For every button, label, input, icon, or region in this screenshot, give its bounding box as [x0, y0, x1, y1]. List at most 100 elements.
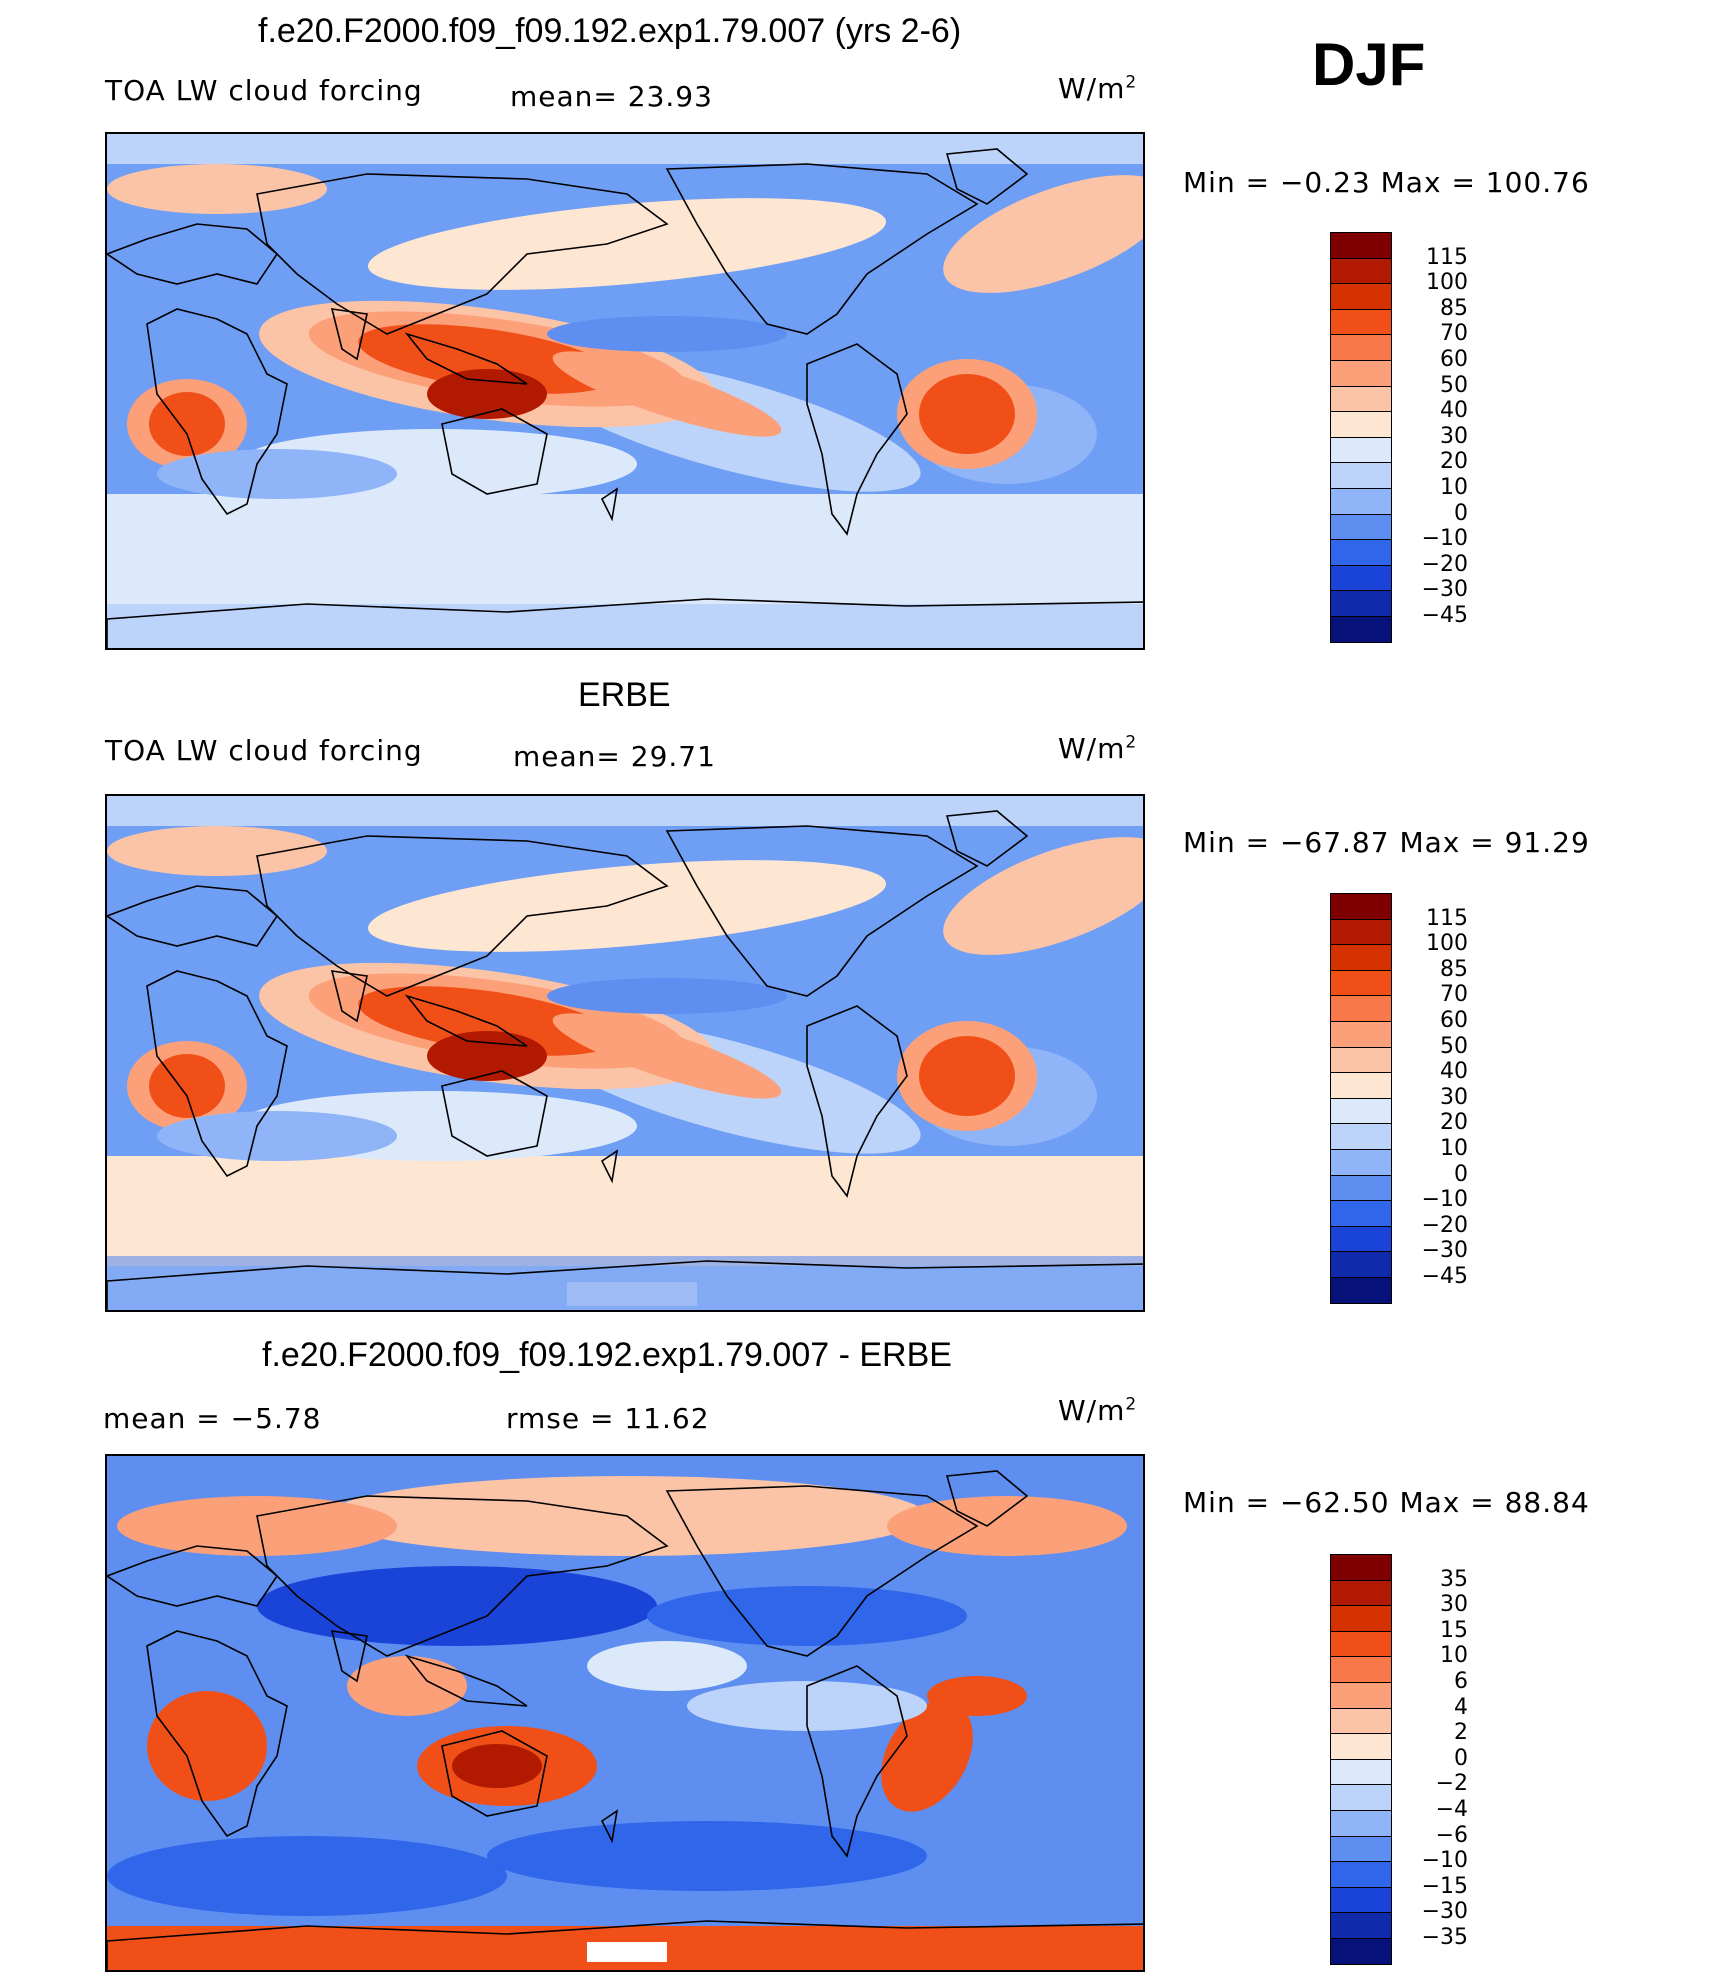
field-contour [552, 351, 782, 437]
colorbar-tick-label: 60 [1440, 1008, 1468, 1033]
colorbar-tick-label: 4 [1454, 1694, 1468, 1720]
colorbar-swatch [1330, 944, 1392, 971]
colorbar-swatch [1330, 893, 1392, 920]
field-contour [157, 449, 397, 499]
field-contour [427, 369, 547, 419]
colorbar-swatch [1330, 308, 1392, 336]
colorbar-tick-label: 10 [1440, 1643, 1468, 1669]
field-contour [887, 1496, 1127, 1556]
colorbar-swatch [1330, 334, 1392, 361]
panel3-units: W/m2 [1058, 1394, 1138, 1427]
coastline [256, 1495, 669, 1657]
colorbar-tick-label: 0 [1454, 1745, 1468, 1771]
colorbar-tick-label: 100 [1426, 270, 1468, 296]
colorbar-swatch [1330, 1656, 1392, 1683]
colorbar-swatch [1330, 1046, 1392, 1074]
colorbar-swatch [1330, 1630, 1392, 1658]
colorbar-swatch [1330, 539, 1392, 566]
antarctic-band [107, 604, 1143, 648]
coastline [146, 308, 288, 516]
colorbar-tick-label: 10 [1440, 475, 1468, 500]
colorbar-tick-label: −15 [1421, 1873, 1468, 1899]
field-contour [358, 324, 616, 394]
field-contour [943, 837, 1143, 955]
coastline [404, 994, 528, 1047]
colorbar-swatch [1330, 1277, 1392, 1304]
colorbar-swatch [1330, 1174, 1392, 1202]
colorbar-tick-label: 30 [1440, 423, 1468, 449]
colorbar-tick-label: −2 [1435, 1771, 1468, 1797]
colorbar-swatch [1330, 969, 1392, 997]
coastline [146, 970, 288, 1178]
field-contour [427, 1031, 547, 1081]
colorbar-tick-label: 0 [1454, 1161, 1468, 1187]
coastline [330, 308, 368, 361]
southern-ocean-band [107, 1156, 1143, 1266]
field-contour [881, 1700, 973, 1812]
southern-ocean-band [107, 494, 1143, 604]
colorbar-tick-label: 30 [1440, 1592, 1468, 1618]
colorbar-swatch [1330, 1579, 1392, 1607]
colorbar-swatch [1330, 283, 1392, 310]
colorbar-swatch [1330, 1225, 1392, 1253]
panel2-units: W/m2 [1058, 732, 1138, 765]
colorbar-swatch [1330, 436, 1392, 464]
field-contour [107, 164, 327, 214]
colorbar-tick-label: −45 [1421, 603, 1468, 628]
colorbar-swatch [1330, 1835, 1392, 1863]
panel1-variable-label: TOA LW cloud forcing [105, 74, 423, 107]
colorbar-swatch [1330, 995, 1392, 1022]
field-contour [647, 1586, 967, 1646]
colorbar-swatch [1330, 1861, 1392, 1888]
field-contour [919, 374, 1015, 454]
coastline [945, 1470, 1029, 1527]
field-contour [149, 392, 225, 456]
panel2-title: ERBE [578, 676, 671, 714]
colorbar-swatch [1330, 1200, 1392, 1227]
coastline [107, 1920, 1143, 1970]
coastline [107, 223, 279, 285]
colorbar-swatch [1330, 360, 1392, 387]
panel1-mean: mean= 23.93 [510, 80, 713, 113]
colorbar-swatch [1330, 513, 1392, 541]
coastline [330, 1630, 368, 1683]
coastline [146, 1630, 288, 1838]
coastline [107, 885, 279, 947]
coastline [945, 148, 1029, 205]
panel3-map-plot [107, 1456, 1143, 1970]
colorbar-tick-label: 20 [1440, 1110, 1468, 1136]
field-contour [107, 1836, 507, 1916]
field-contour [107, 826, 327, 876]
field-contour [367, 198, 887, 290]
colorbar-tick-label: −10 [1421, 526, 1468, 552]
panel1-title: f.e20.F2000.f09_f09.192.exp1.79.007 (yrs… [258, 12, 962, 50]
coastline [600, 1149, 619, 1184]
colorbar-tick-label: −20 [1421, 551, 1468, 577]
colorbar-swatch [1330, 1251, 1392, 1278]
coastline [107, 1260, 1143, 1310]
colorbar-tick-label: −30 [1421, 1899, 1468, 1925]
colorbar-tick-label: 10 [1440, 1136, 1468, 1161]
antarctic-band [107, 1256, 1143, 1310]
colorbar-tick-label: 0 [1454, 500, 1468, 526]
panel2-minmax: Min = −67.87 Max = 91.29 [1183, 826, 1590, 859]
coastline [107, 1545, 279, 1607]
panel1-units: W/m2 [1058, 72, 1138, 105]
colorbar-swatch [1330, 488, 1392, 515]
colorbar-swatch [1330, 1758, 1392, 1786]
colorbar-swatch [1330, 1733, 1392, 1760]
colorbar-tick-label: 50 [1440, 372, 1468, 398]
colorbar-tick-label: −20 [1421, 1212, 1468, 1238]
coastline [441, 1070, 548, 1157]
coastline [441, 1730, 548, 1817]
colorbar-swatch [1330, 1707, 1392, 1735]
colorbar-swatch [1330, 411, 1392, 438]
colorbar-tick-label: 60 [1440, 347, 1468, 372]
colorbar-tick-label: 30 [1440, 1084, 1468, 1110]
colorbar-tick-label: 6 [1454, 1669, 1468, 1694]
coastline [404, 332, 528, 385]
coastline [600, 487, 619, 522]
coastline [806, 343, 908, 536]
panel2-map-plot [107, 796, 1143, 1310]
colorbar-tick-label: 50 [1440, 1033, 1468, 1059]
